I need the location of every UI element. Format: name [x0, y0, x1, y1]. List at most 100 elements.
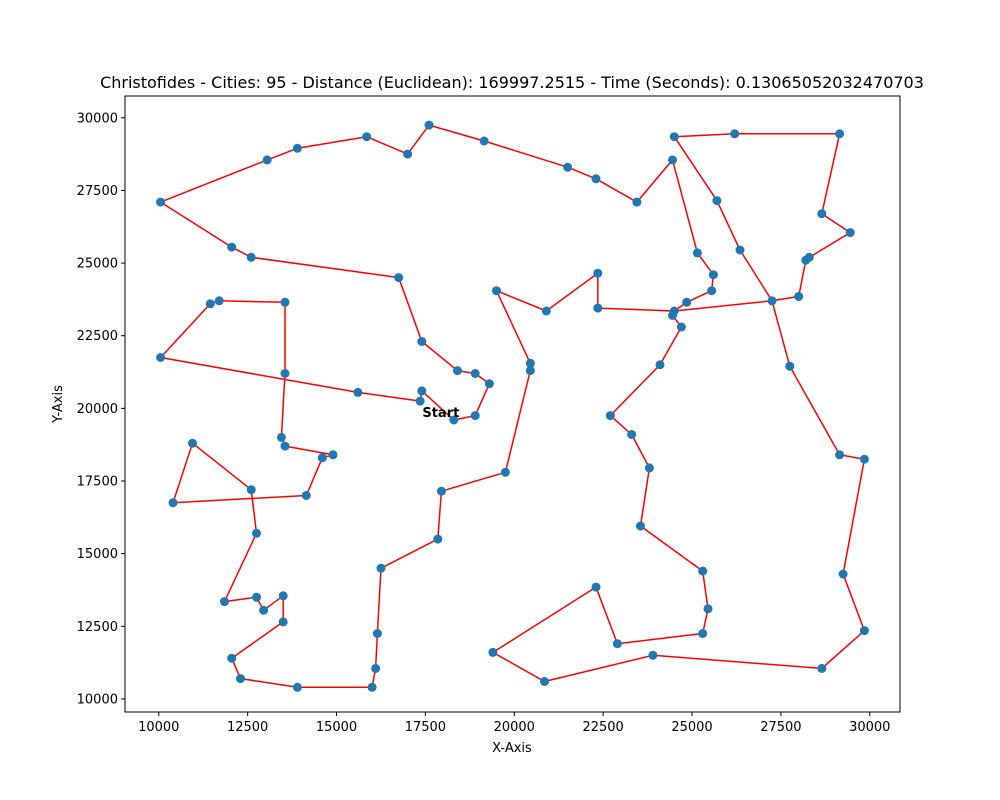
city-point-80: [838, 569, 848, 579]
tour-segment-91: [821, 213, 851, 234]
tour-segment-76: [492, 651, 545, 683]
tour-segment-54: [280, 373, 286, 438]
tour-segment-60: [357, 391, 421, 402]
city-point-20: [692, 248, 702, 258]
city-point-89: [817, 209, 827, 219]
city-point-27: [541, 306, 551, 316]
city-point-84: [767, 296, 777, 306]
city-point-36: [371, 663, 381, 673]
tour-segment-30: [504, 370, 532, 473]
tour-segment-92: [808, 231, 851, 258]
tour-segment-56: [219, 300, 286, 304]
y-tick-label: 15000: [77, 547, 118, 562]
city-point-62: [417, 386, 427, 396]
city-point-38: [292, 682, 302, 692]
city-point-29: [525, 358, 535, 368]
tour-segment-88: [674, 133, 735, 138]
tour-segment-32: [437, 491, 443, 540]
tour-segment-65: [659, 326, 683, 366]
city-point-61: [415, 396, 425, 406]
tour-segment-69: [639, 467, 651, 527]
city-point-22: [707, 286, 717, 296]
city-point-34: [376, 563, 386, 573]
tour-segment-58: [160, 303, 211, 359]
city-point-59: [156, 353, 166, 362]
y-tick-label: 10000: [77, 692, 118, 707]
city-point-25: [593, 303, 603, 313]
tour-segment-67: [609, 415, 633, 436]
tour-segment-26: [545, 272, 599, 312]
tour-segment-28: [495, 290, 531, 364]
tour-segment-74: [595, 586, 619, 644]
city-point-0: [449, 415, 459, 425]
city-point-33: [433, 534, 443, 544]
tour-segment-62: [421, 390, 455, 421]
y-tick-label: 30000: [77, 111, 118, 126]
city-point-4: [452, 366, 462, 376]
tour-segment-79: [821, 630, 865, 669]
tour-segment-96: [674, 300, 773, 312]
city-point-64: [676, 322, 686, 332]
city-point-32: [436, 486, 446, 496]
city-point-92: [669, 132, 679, 142]
city-point-7: [246, 252, 256, 262]
tour-segment-94: [797, 260, 807, 297]
city-point-50: [301, 491, 311, 500]
y-axis-label: Y-Axis: [51, 385, 66, 424]
tour-segment-9: [160, 159, 268, 203]
y-tick-label: 12500: [77, 620, 118, 635]
city-point-47: [246, 485, 256, 495]
tour-segment-84: [771, 300, 791, 367]
city-point-15: [479, 136, 489, 146]
tour-segment-66: [609, 364, 661, 417]
city-point-13: [403, 149, 413, 159]
city-point-72: [698, 629, 708, 638]
tour-segment-47: [192, 442, 252, 491]
city-point-5: [417, 337, 427, 346]
tour-segment-27: [496, 290, 547, 312]
start-annotation: Start: [422, 406, 459, 421]
city-point-55: [280, 369, 290, 378]
city-point-52: [328, 450, 338, 460]
city-point-93: [712, 196, 722, 206]
x-tick-label: 25000: [671, 720, 712, 735]
tour-segment-70: [640, 525, 704, 572]
tour-segment-86: [716, 200, 741, 251]
city-point-77: [648, 650, 658, 660]
city-point-14: [424, 120, 434, 130]
tour-segment-8: [160, 201, 233, 248]
city-point-21: [708, 270, 718, 280]
tour-segment-12: [366, 136, 408, 155]
x-tick-label: 20000: [494, 720, 535, 735]
city-point-66: [605, 411, 615, 421]
tour-segment-24: [597, 307, 675, 312]
chart-title: Christofides - Cities: 95 - Distance (Eu…: [100, 73, 924, 92]
tour-segment-11: [297, 135, 367, 150]
x-axis-label: X-Axis: [492, 741, 532, 756]
city-point-65: [655, 360, 665, 370]
city-point-71: [703, 604, 713, 614]
city-point-75: [540, 677, 549, 686]
tour-segment-44: [224, 596, 257, 603]
city-point-9: [156, 197, 166, 207]
city-point-68: [644, 463, 654, 473]
city-point-16: [563, 162, 573, 172]
city-point-26: [593, 268, 603, 278]
tour-segment-46: [250, 489, 258, 534]
tour-segment-52: [284, 445, 334, 456]
x-tick-label: 17500: [405, 720, 446, 735]
city-point-78: [817, 663, 827, 673]
city-point-73: [612, 639, 622, 649]
tour-segment-38: [240, 677, 298, 689]
city-point-37: [367, 682, 377, 692]
tour-segment-90: [821, 133, 841, 214]
x-axis-ticks: 10000 12500 15000 17500 20000 22500 25000 27500…: [138, 712, 890, 735]
plot-area: [125, 96, 900, 712]
city-point-60: [353, 387, 363, 397]
city-point-46: [252, 528, 261, 538]
city-point-74: [591, 582, 601, 592]
tour-segment-22: [686, 290, 712, 303]
city-point-2: [484, 379, 494, 389]
city-point-56: [280, 297, 290, 307]
